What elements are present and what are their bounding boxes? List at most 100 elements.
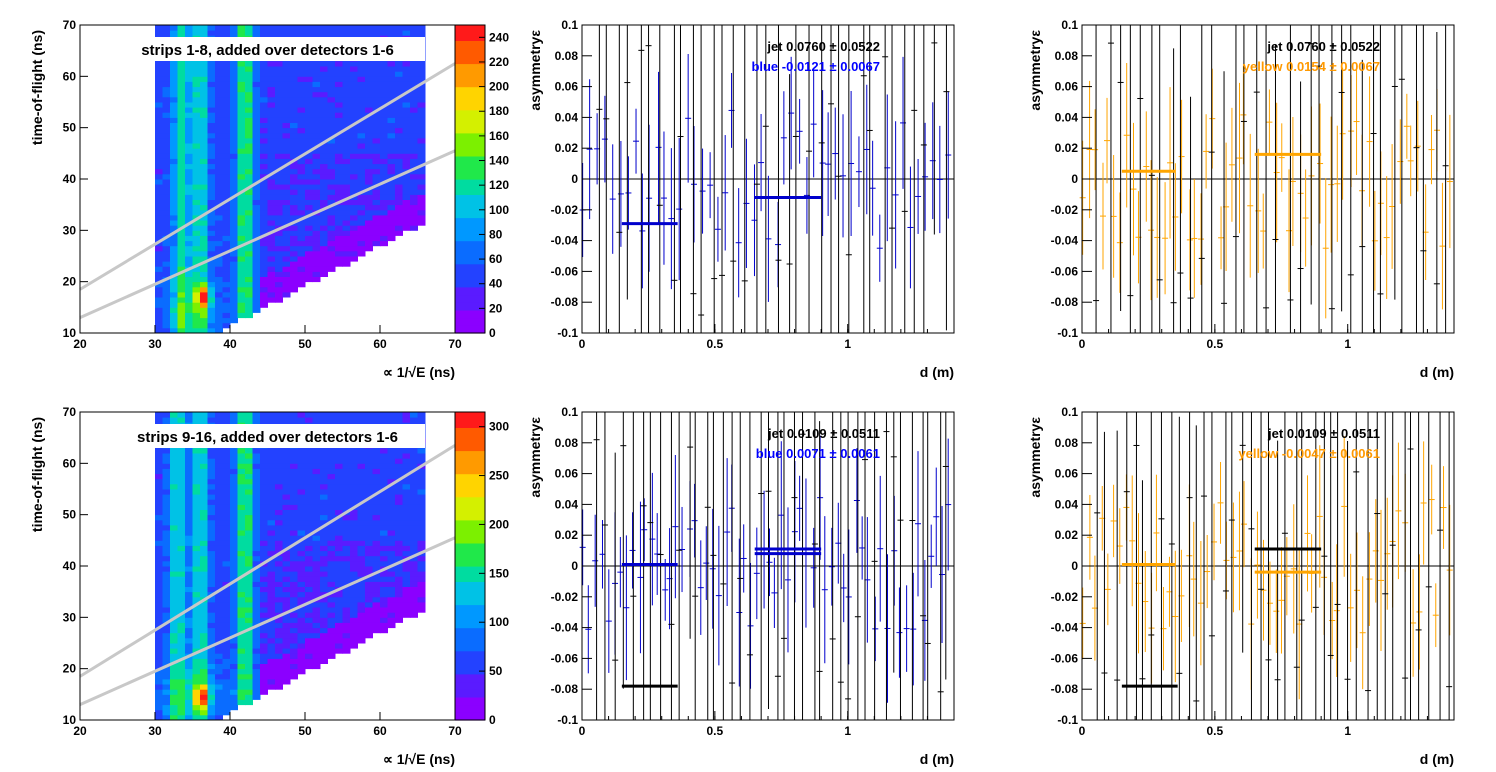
heatmap-cell — [305, 463, 313, 469]
heatmap-cell — [230, 540, 238, 546]
y-tick-label: 0.02 — [1055, 528, 1079, 542]
colorbar-segment — [455, 442, 485, 452]
heatmap-cell — [170, 91, 178, 98]
heatmap-cell — [200, 250, 208, 257]
heatmap-cell — [252, 607, 261, 613]
heatmap-cell — [380, 560, 388, 567]
heatmap-cell — [192, 168, 201, 175]
heatmap-cell — [297, 581, 306, 587]
x-tick-label: 40 — [223, 724, 237, 738]
heatmap-cell — [237, 91, 246, 98]
heatmap-cell — [237, 504, 246, 510]
heatmap-cell — [312, 617, 321, 623]
heatmap-cell — [350, 540, 358, 546]
heatmap-cell — [417, 417, 426, 423]
heatmap-cell — [200, 673, 208, 680]
heatmap-cell — [372, 499, 381, 505]
heatmap-cell — [215, 199, 223, 206]
heatmap-cell — [312, 627, 321, 634]
heatmap-cell — [170, 612, 178, 618]
heatmap-cell — [312, 66, 321, 72]
annotation-error: 0.0511 — [841, 426, 880, 441]
heatmap-cell — [177, 250, 186, 257]
heatmap-cell — [185, 230, 193, 236]
heatmap-cell — [297, 271, 306, 277]
heatmap-cell — [200, 463, 208, 469]
heatmap-cell — [290, 266, 298, 272]
heatmap-cell — [365, 591, 373, 598]
heatmap-cell — [170, 540, 178, 546]
heatmap-cell — [305, 240, 313, 247]
heatmap-cell — [380, 545, 388, 552]
heatmap-cell — [327, 81, 336, 88]
heatmap-cell — [162, 607, 171, 613]
heatmap-cell — [312, 220, 321, 226]
heatmap-cell — [387, 91, 396, 98]
heatmap-cell — [290, 250, 298, 257]
heatmap-cell — [320, 240, 328, 247]
heatmap-cell — [342, 555, 351, 562]
heatmap-cell — [207, 230, 216, 236]
heatmap-cell — [170, 81, 178, 88]
heatmap-cell — [282, 530, 291, 536]
heatmap-cell — [297, 66, 306, 72]
heatmap-cell — [177, 317, 186, 324]
heatmap-cell — [387, 581, 396, 587]
heatmap-cell — [192, 607, 201, 613]
y-tick-label: -0.08 — [551, 295, 579, 309]
heatmap-cell — [207, 612, 216, 618]
heatmap-cell — [410, 148, 418, 154]
y-tick-label: 60 — [63, 69, 77, 83]
heatmap-cell — [305, 596, 313, 603]
heatmap-cell — [200, 122, 208, 129]
heatmap-cell — [410, 220, 418, 226]
heatmap-cell — [305, 117, 313, 123]
heatmap-cell — [155, 189, 163, 195]
heatmap-cell — [155, 653, 163, 659]
heatmap-cell — [380, 524, 388, 531]
heatmap-cell — [297, 163, 306, 170]
heatmap-cell — [222, 601, 231, 608]
heatmap-cell — [290, 550, 298, 557]
heatmap-cell — [155, 601, 163, 608]
heatmap-cell — [207, 127, 216, 134]
heatmap-cell — [237, 194, 246, 200]
heatmap-cell — [335, 204, 343, 211]
heatmap-cell — [357, 524, 366, 531]
heatmap-cell — [170, 194, 178, 200]
heatmap-cell — [162, 653, 171, 659]
heatmap-cell — [410, 194, 418, 200]
heatmap-cell — [357, 25, 366, 31]
heatmap-cell — [207, 148, 216, 154]
heatmap-cell — [410, 489, 418, 495]
heatmap-cell — [252, 504, 261, 510]
heatmap-cell — [320, 601, 328, 608]
heatmap-cell — [372, 530, 381, 536]
colorbar-tick-label: 100 — [489, 615, 509, 629]
heatmap-cell — [305, 96, 313, 103]
heatmap-cell — [267, 684, 276, 690]
y-tick-label: 0 — [1071, 559, 1078, 573]
heatmap-cell — [260, 468, 268, 475]
heatmap-cell — [297, 281, 306, 288]
heatmap-cell — [335, 637, 343, 644]
heatmap-cell — [155, 622, 163, 629]
heatmap-cell — [237, 163, 246, 170]
heatmap-cell — [215, 412, 223, 418]
heatmap-cell — [297, 545, 306, 552]
colorbar-segment — [455, 535, 485, 544]
heatmap-cell — [282, 596, 291, 603]
heatmap-cell — [417, 591, 426, 598]
heatmap-cell — [245, 637, 253, 644]
heatmap-cell — [290, 524, 298, 531]
heatmap-cell — [170, 220, 178, 226]
heatmap-cell — [177, 468, 186, 475]
heatmap-cell — [387, 473, 396, 480]
heatmap-cell — [162, 678, 171, 685]
heatmap-cell — [312, 550, 321, 557]
heatmap-cell — [290, 153, 298, 159]
heatmap-cell — [365, 478, 373, 485]
heatmap-cell — [417, 66, 426, 72]
colorbar-segment — [455, 704, 485, 713]
heatmap-cell — [395, 447, 403, 454]
